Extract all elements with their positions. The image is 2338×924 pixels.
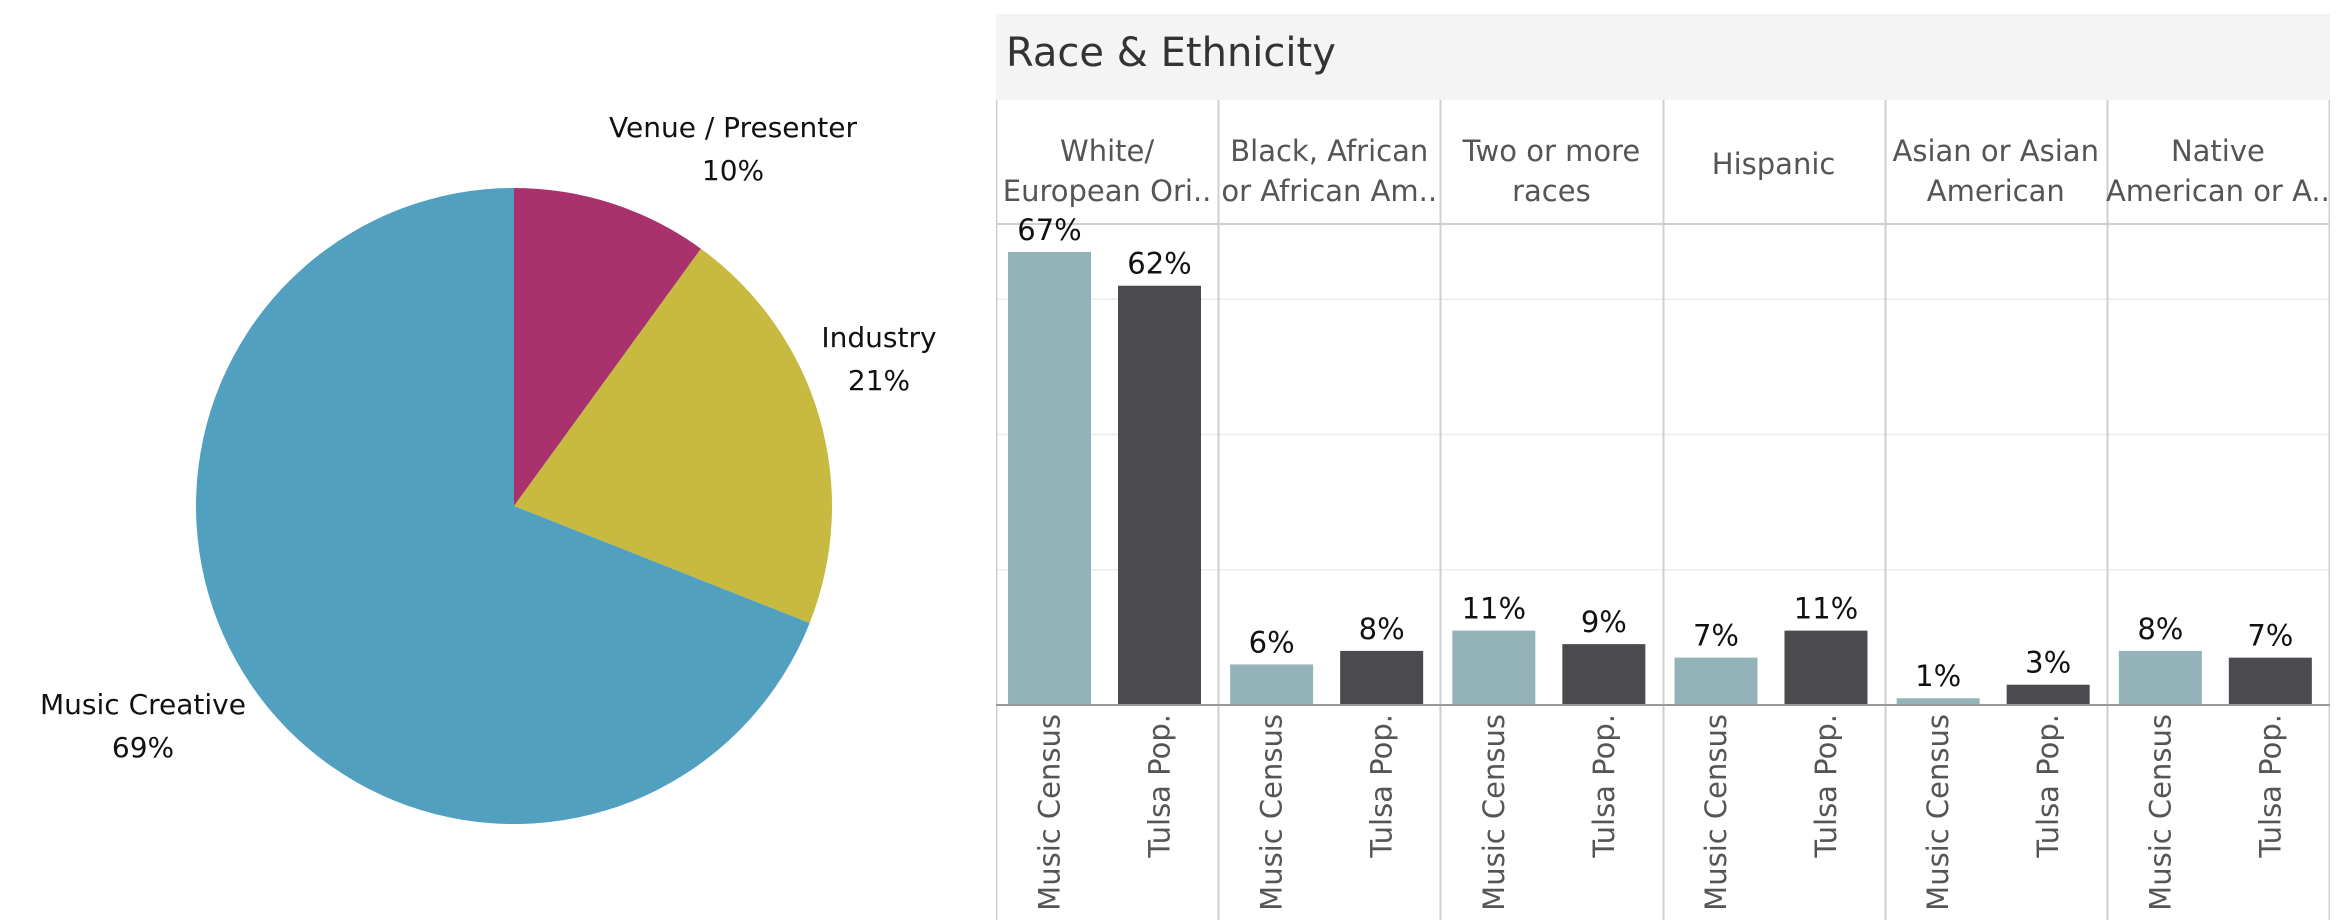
- bar-label-tulsa-pop-asian-or-asian-american: 3%: [2025, 646, 2071, 680]
- pie-slice-venue-presenter: [514, 188, 701, 506]
- bar-label-music-census-two-or-more-races: 11%: [1462, 592, 1526, 626]
- x-tick-tulsa-pop: Tulsa Pop.: [1365, 714, 1399, 859]
- bar-label-music-census-white-european-ori: 67%: [1017, 213, 1081, 247]
- x-tick-music-census: Music Census: [1477, 714, 1511, 911]
- x-tick-tulsa-pop: Tulsa Pop.: [1587, 714, 1621, 859]
- bar-chart-panel: Race & Ethnicity White/European Ori.. 67%…: [995, 14, 2331, 920]
- bar-label-tulsa-pop-hispanic: 11%: [1794, 592, 1858, 626]
- pie-value-music-creative: 69%: [112, 731, 174, 764]
- bar-label-music-census-asian-or-asian-american: 1%: [1915, 659, 1961, 693]
- category-header-two-or-more-races: races: [1512, 174, 1591, 208]
- category-header-asian-or-asian-american: American: [1927, 174, 2065, 208]
- x-tick-tulsa-pop: Tulsa Pop.: [1809, 714, 1843, 859]
- bar-tulsa-pop-two-or-more-races: [1562, 644, 1646, 705]
- category-header-native-american-or-a: Native: [2171, 134, 2265, 168]
- category-header-hispanic: Hispanic: [1712, 147, 1836, 181]
- pie-label-music-creative: Music Creative: [40, 688, 246, 721]
- category-header-black-african-or-african-am: or African Am..: [1221, 174, 1437, 208]
- category-header-black-african-or-african-am: Black, African: [1230, 134, 1428, 168]
- bar-music-census-hispanic: [1674, 657, 1758, 705]
- bar-label-music-census-hispanic: 7%: [1693, 619, 1739, 653]
- x-tick-music-census: Music Census: [1033, 714, 1067, 911]
- category-header-white-european-ori: European Ori..: [1003, 174, 1212, 208]
- pie-label-venue-presenter: Venue / Presenter: [609, 111, 857, 144]
- pie-slice-music-creative: [195, 188, 810, 824]
- bar-chart-title: Race & Ethnicity: [1006, 30, 1336, 76]
- x-tick-tulsa-pop: Tulsa Pop.: [2253, 714, 2287, 859]
- bar-label-tulsa-pop-native-american-or-a: 7%: [2247, 619, 2293, 653]
- pie-chart: Venue / Presenter 10% Industry 21% Music Cre…: [40, 111, 937, 824]
- pie-slice-industry: [514, 248, 833, 624]
- bar-tulsa-pop-black-african-or-african-am: [1340, 650, 1424, 705]
- bar-music-census-asian-or-asian-american: [1896, 698, 1980, 705]
- bar-music-census-two-or-more-races: [1452, 630, 1536, 705]
- bar-label-music-census-black-african-or-african-am: 6%: [1249, 625, 1295, 659]
- x-tick-music-census: Music Census: [1921, 714, 1955, 911]
- pie-chart-panel: Venue / Presenter 10% Industry 21% Music Cre…: [0, 0, 990, 920]
- pie-value-venue-presenter: 10%: [702, 154, 764, 187]
- bar-tulsa-pop-native-american-or-a: [2228, 657, 2312, 705]
- bar-chart: White/European Ori.. 67% Music Census 62% Tu…: [995, 100, 2331, 920]
- x-tick-tulsa-pop: Tulsa Pop.: [2031, 714, 2065, 859]
- category-header-two-or-more-races: Two or more: [1462, 134, 1641, 168]
- category-header-white-european-ori: White/: [1060, 134, 1154, 168]
- category-header-asian-or-asian-american: Asian or Asian: [1893, 134, 2099, 168]
- bar-tulsa-pop-white-european-ori: [1118, 285, 1201, 705]
- bar-label-music-census-native-american-or-a: 8%: [2137, 612, 2183, 646]
- bar-tulsa-pop-hispanic: [1784, 630, 1868, 705]
- bar-label-tulsa-pop-white-european-ori: 62%: [1127, 247, 1191, 281]
- bar-music-census-native-american-or-a: [2118, 650, 2202, 705]
- category-header-native-american-or-a: American or A..: [2106, 174, 2330, 208]
- pie-value-industry: 21%: [848, 364, 910, 397]
- bar-label-tulsa-pop-two-or-more-races: 9%: [1581, 605, 1627, 639]
- x-tick-music-census: Music Census: [2143, 714, 2177, 911]
- bar-tulsa-pop-asian-or-asian-american: [2006, 684, 2090, 705]
- bar-chart-title-band: Race & Ethnicity: [996, 14, 2330, 100]
- x-tick-tulsa-pop: Tulsa Pop.: [1143, 714, 1177, 859]
- bar-music-census-white-european-ori: [1008, 251, 1091, 705]
- bar-music-census-black-african-or-african-am: [1230, 664, 1314, 705]
- x-tick-music-census: Music Census: [1699, 714, 1733, 911]
- bar-label-tulsa-pop-black-african-or-african-am: 8%: [1359, 612, 1405, 646]
- pie-label-industry: Industry: [821, 321, 936, 354]
- x-tick-music-census: Music Census: [1255, 714, 1289, 911]
